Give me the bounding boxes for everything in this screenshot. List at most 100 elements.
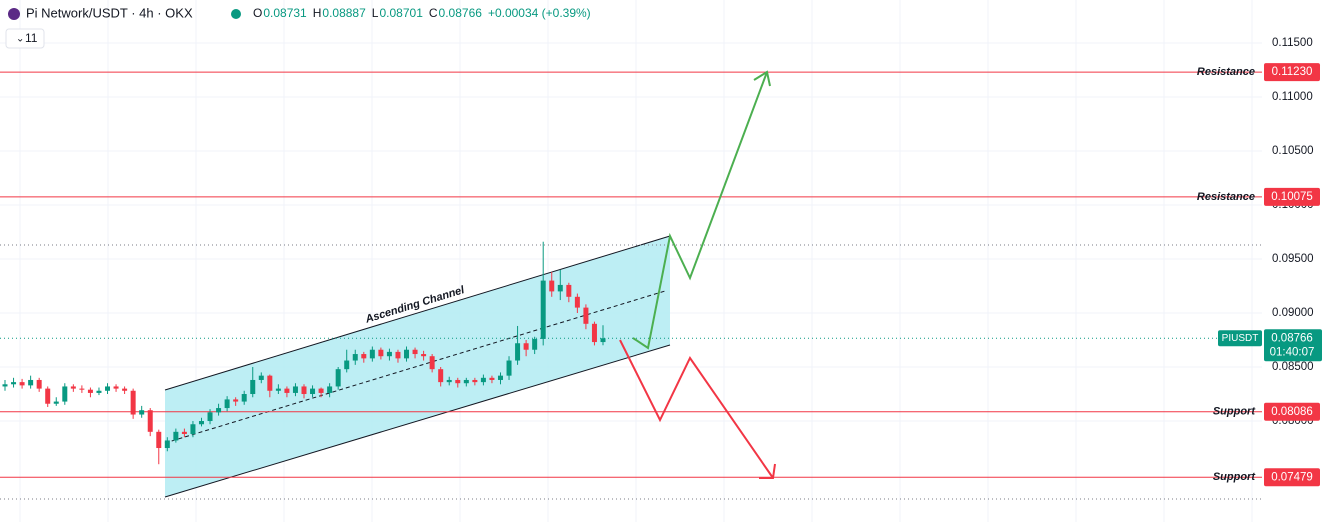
level-price-box bbox=[1264, 187, 1320, 206]
ohlc-value: 0.08887 bbox=[322, 6, 366, 20]
candle-body bbox=[190, 424, 196, 434]
level-name: Resistance bbox=[1197, 191, 1255, 203]
candle-body bbox=[489, 377, 495, 380]
ohlc-key: L bbox=[372, 6, 379, 20]
candle-body bbox=[446, 379, 452, 383]
candle-body bbox=[36, 379, 42, 389]
candle-body bbox=[45, 388, 51, 404]
level-price: 0.10075 bbox=[1271, 191, 1313, 203]
candle-body bbox=[557, 284, 563, 292]
candle-body bbox=[62, 386, 68, 402]
logo bbox=[8, 8, 20, 20]
candle-body bbox=[540, 280, 546, 339]
candle-body bbox=[591, 323, 597, 343]
candle-body bbox=[600, 338, 606, 343]
y-tick-label: 0.09500 bbox=[1272, 253, 1314, 265]
bear-arrowhead bbox=[759, 463, 776, 479]
candle-body bbox=[472, 379, 478, 383]
candle-body bbox=[233, 399, 239, 402]
candle-body bbox=[105, 386, 111, 391]
ohlc: O 0.08731 H 0.08887 L 0.08701 C 0.08766 +0.00034… bbox=[253, 6, 591, 20]
candle-body bbox=[156, 431, 162, 449]
ohlc-change: +0.00034 (+0.39%) bbox=[488, 6, 591, 20]
level-price: 0.08086 bbox=[1271, 406, 1313, 418]
symbol-label: PIUSDT bbox=[1222, 333, 1259, 344]
indicator-box[interactable] bbox=[5, 28, 45, 49]
candle-body bbox=[70, 386, 76, 389]
candle-body bbox=[198, 421, 204, 425]
candle-body bbox=[344, 360, 350, 370]
candle-body bbox=[147, 410, 153, 432]
candle-body bbox=[96, 390, 102, 393]
candle-body bbox=[310, 388, 316, 395]
candle-body bbox=[28, 379, 34, 386]
candle-body bbox=[122, 388, 128, 391]
channel-lower bbox=[164, 344, 671, 498]
candle-body bbox=[139, 410, 145, 415]
candle-body bbox=[53, 401, 59, 404]
axis-bg bbox=[1262, 0, 1326, 522]
candle-body bbox=[19, 382, 25, 386]
indicator-count[interactable]: 11 bbox=[25, 31, 38, 45]
candle-body bbox=[361, 354, 367, 359]
grid bbox=[0, 0, 1262, 522]
candle-body bbox=[574, 296, 580, 308]
candle-body bbox=[241, 394, 247, 402]
candle-body bbox=[515, 343, 521, 361]
candle-body bbox=[497, 375, 503, 380]
candle-body bbox=[583, 307, 589, 324]
channel-mid bbox=[164, 290, 666, 444]
symbol-box bbox=[1218, 330, 1262, 347]
candle-body bbox=[216, 408, 222, 413]
candle-body bbox=[258, 375, 264, 380]
candle-body bbox=[455, 379, 461, 384]
candles bbox=[2, 241, 606, 465]
candle-body bbox=[267, 375, 273, 391]
candle-body bbox=[181, 431, 187, 434]
candle-body bbox=[130, 390, 136, 415]
candle-body bbox=[549, 280, 555, 292]
candle-body bbox=[292, 386, 298, 393]
header-title: Pi Network/USDT · 4h · OKX bbox=[26, 5, 193, 20]
candle-body bbox=[11, 382, 17, 385]
channel-upper bbox=[164, 235, 671, 391]
candle-body bbox=[275, 388, 281, 391]
price-axis: 0.115000.110000.105000.100000.095000.090… bbox=[1218, 0, 1326, 522]
level-price: 0.11230 bbox=[1272, 66, 1313, 78]
level-name: Support bbox=[1213, 471, 1256, 483]
candle-body bbox=[79, 388, 85, 390]
level-price: 0.07479 bbox=[1271, 471, 1313, 483]
candle-body bbox=[438, 369, 444, 383]
candle-body bbox=[412, 349, 418, 355]
candle-body bbox=[2, 384, 8, 387]
y-tick-label: 0.10500 bbox=[1272, 145, 1314, 157]
candle-body bbox=[335, 369, 341, 387]
candle-body bbox=[87, 389, 93, 393]
candle-body bbox=[369, 349, 375, 359]
level-name: Resistance bbox=[1197, 66, 1255, 78]
status-dot bbox=[231, 9, 241, 19]
candle-body bbox=[566, 284, 572, 297]
level-name: Support bbox=[1213, 406, 1256, 418]
ohlc-value: 0.08766 bbox=[439, 6, 483, 20]
ohlc-key: C bbox=[429, 6, 438, 20]
level-price-box bbox=[1264, 63, 1320, 82]
last-price-box bbox=[1264, 329, 1322, 362]
candle-body bbox=[480, 377, 486, 383]
ohlc-value: 0.08701 bbox=[379, 6, 423, 20]
candle-body bbox=[395, 351, 401, 359]
countdown: 01:40:07 bbox=[1270, 346, 1315, 358]
candle-body bbox=[207, 412, 213, 422]
candle-body bbox=[164, 440, 170, 449]
candle-body bbox=[523, 343, 529, 350]
ohlc-value: 0.08731 bbox=[263, 6, 307, 20]
bull-arrowhead bbox=[753, 70, 771, 87]
indicator-toggle[interactable]: ⌄ bbox=[16, 34, 24, 45]
ohlc-key: O bbox=[253, 6, 262, 20]
levels: Resistance Resistance Support Support bbox=[0, 66, 1262, 483]
candle-body bbox=[173, 431, 179, 441]
y-tick-label: 0.11500 bbox=[1272, 37, 1313, 49]
candle-body bbox=[327, 386, 333, 393]
candle-body bbox=[113, 386, 119, 389]
